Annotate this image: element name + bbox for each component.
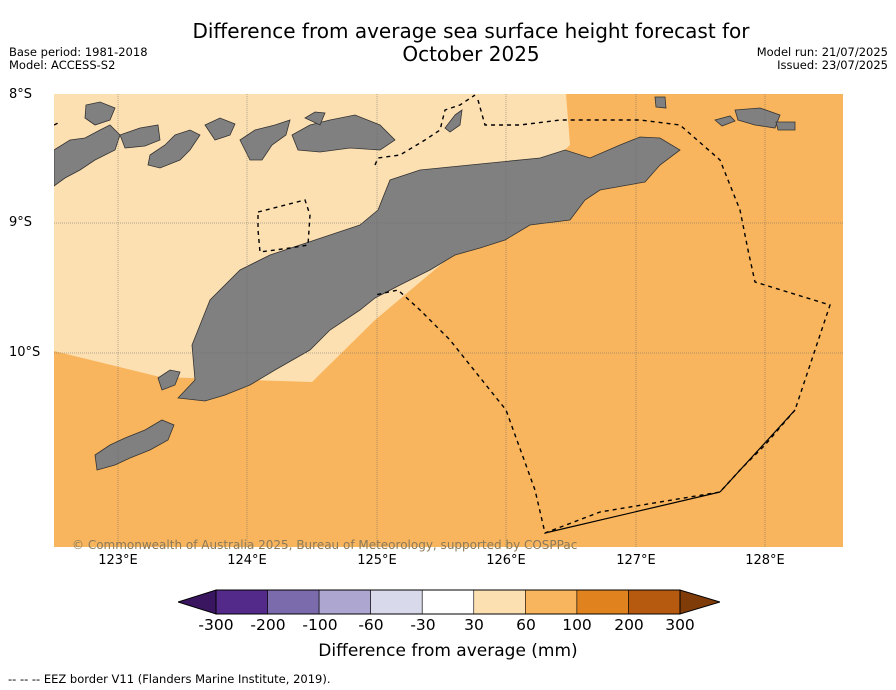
colorbar-tick-8: 200 bbox=[614, 616, 644, 634]
colorbar-segment bbox=[267, 589, 320, 615]
copyright-text: © Commonwealth of Australia 2025, Bureau… bbox=[72, 538, 578, 552]
meta-left: Base period: 1981-2018 Model: ACCESS-S2 bbox=[9, 46, 148, 72]
eez-line-left bbox=[54, 121, 61, 126]
solor-island bbox=[119, 124, 161, 149]
lon-label-123e: 123°E bbox=[98, 553, 138, 568]
colorbar-tick-1: -200 bbox=[250, 616, 286, 634]
lon-label-126e: 126°E bbox=[486, 553, 526, 568]
title-line-1: Difference from average sea surface heig… bbox=[192, 19, 750, 43]
lon-label-124e: 124°E bbox=[227, 553, 267, 568]
colorbar-extend-low bbox=[178, 589, 217, 615]
dot-islands bbox=[84, 101, 116, 126]
lat-label-8s: 8°S bbox=[9, 87, 33, 102]
title-line-2: October 2025 bbox=[402, 42, 540, 66]
chart-title: Difference from average sea surface heig… bbox=[150, 20, 792, 66]
eez-line-north bbox=[374, 94, 831, 411]
lat-label-9s: 9°S bbox=[9, 215, 33, 230]
colorbar bbox=[178, 589, 720, 615]
colorbar-tick-9: 300 bbox=[665, 616, 695, 634]
colorbar-tick-7: 100 bbox=[562, 616, 592, 634]
eez-footnote: -- -- -- EEZ border V11 (Flanders Marine… bbox=[8, 672, 331, 686]
small-island-4 bbox=[714, 115, 736, 127]
small-island-1 bbox=[444, 109, 463, 133]
eez-solid-segment bbox=[544, 409, 796, 534]
colorbar-segment bbox=[215, 589, 268, 615]
lon-label-127e: 127°E bbox=[616, 553, 656, 568]
colorbar-tick-6: 60 bbox=[516, 616, 536, 634]
colorbar-segment bbox=[473, 589, 526, 615]
colorbar-tick-3: -60 bbox=[358, 616, 384, 634]
colorbar-title: Difference from average (mm) bbox=[318, 641, 578, 661]
colorbar-frame bbox=[215, 589, 681, 615]
lembata-island bbox=[147, 129, 201, 169]
colorbar-segments bbox=[178, 589, 720, 615]
colorbar-segment bbox=[421, 589, 475, 615]
meta-right: Model run: 21/07/2025 Issued: 23/07/2025 bbox=[757, 46, 888, 72]
small-island-3 bbox=[775, 121, 796, 131]
colorbar-tick-4: -30 bbox=[410, 616, 436, 634]
colorbar-segment bbox=[318, 589, 371, 615]
colorbar-tick-0: -300 bbox=[198, 616, 234, 634]
colorbar-segment bbox=[370, 589, 423, 615]
map-area bbox=[54, 94, 843, 547]
small-island-5 bbox=[654, 96, 667, 109]
issued-text: Issued: 23/07/2025 bbox=[777, 58, 888, 72]
rote-island bbox=[157, 369, 181, 391]
base-period-text: Base period: 1981-2018 bbox=[9, 45, 148, 59]
colorbar-segment bbox=[576, 589, 629, 615]
atauro-island bbox=[304, 111, 326, 126]
land-masses bbox=[54, 96, 796, 471]
colorbar-tick-2: -100 bbox=[302, 616, 338, 634]
colorbar-extend-high bbox=[679, 589, 720, 615]
pantar-island bbox=[204, 117, 236, 141]
grid-lines bbox=[54, 94, 843, 547]
lon-label-125e: 125°E bbox=[357, 553, 397, 568]
model-text: Model: ACCESS-S2 bbox=[9, 58, 116, 72]
colorbar-segment bbox=[628, 589, 681, 615]
alor-island bbox=[239, 119, 291, 161]
map-svg bbox=[54, 94, 843, 547]
orange-anomaly-region bbox=[54, 94, 843, 547]
timor-island bbox=[177, 136, 681, 402]
small-island-2 bbox=[734, 107, 781, 129]
model-run-text: Model run: 21/07/2025 bbox=[756, 45, 888, 59]
lon-label-128e: 128°E bbox=[745, 553, 785, 568]
lat-label-10s: 10°S bbox=[9, 345, 41, 360]
flores-island bbox=[54, 124, 121, 187]
savu-island bbox=[94, 419, 175, 471]
colorbar-segment bbox=[525, 589, 578, 615]
eez-line-west bbox=[257, 199, 311, 253]
colorbar-tick-5: 30 bbox=[464, 616, 484, 634]
